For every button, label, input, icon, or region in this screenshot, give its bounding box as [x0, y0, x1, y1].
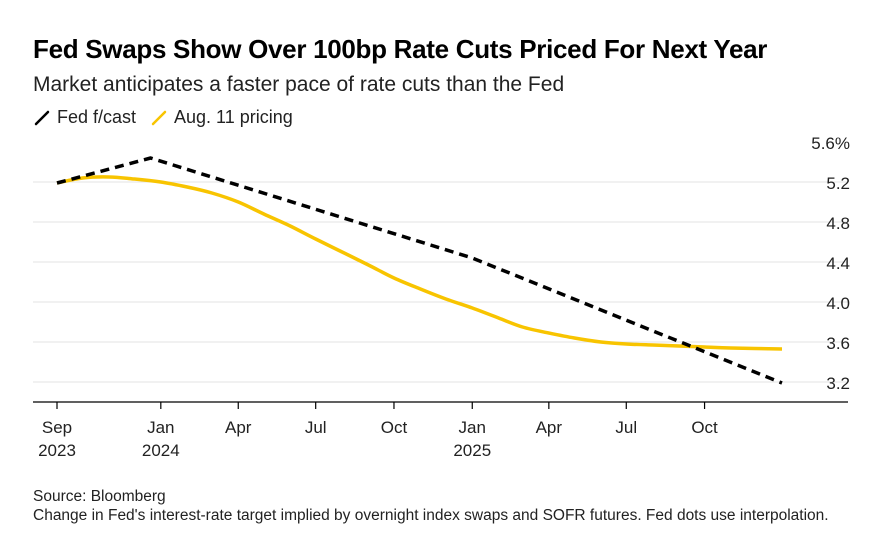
source-note: Source: Bloomberg: [33, 488, 166, 505]
y-tick-label: 5.2: [826, 174, 850, 193]
y-tick-label: 4.0: [826, 294, 850, 313]
y-tick-label: 4.4: [826, 254, 850, 273]
x-tick-label: Apr: [536, 418, 563, 437]
series-line-fed-forecast: [56, 156, 783, 385]
x-tick-label: Jan: [147, 418, 174, 437]
x-tick-label: Jul: [305, 418, 327, 437]
methodology-note: Change in Fed's interest-rate target imp…: [33, 507, 829, 524]
line-chart: 5.6% 5.2 4.8 4.4 4.0 3.6 3.2 Sep 2023 Jan 2024 Apr J…: [33, 134, 850, 460]
legend-swatch-black-slash: [34, 110, 50, 125]
x-tick-label: Jul: [615, 418, 637, 437]
y-tick-label: 4.8: [826, 214, 850, 233]
chart-subtitle: Market anticipates a faster pace of rate…: [33, 73, 565, 96]
legend-swatch-yellow-slash: [151, 110, 167, 125]
series-line-aug-pricing: [56, 175, 783, 351]
y-tick-label: 5.6%: [811, 134, 850, 153]
y-tick-label: 3.6: [826, 334, 850, 353]
legend-item-aug-pricing: Aug. 11 pricing: [150, 107, 293, 128]
x-tick-year-label: 2024: [142, 441, 180, 460]
chart-footer: Source: Bloomberg Change in Fed's intere…: [33, 487, 873, 525]
chart-title: Fed Swaps Show Over 100bp Rate Cuts Pric…: [33, 34, 768, 64]
x-tick-label: Oct: [691, 418, 718, 437]
x-tick-label: Oct: [381, 418, 408, 437]
x-tick-label: Jan: [459, 418, 486, 437]
x-tick-year-label: 2025: [453, 441, 491, 460]
legend-label: Fed f/cast: [57, 107, 137, 127]
legend: Fed f/cast Aug. 11 pricing: [33, 107, 293, 128]
y-tick-label: 3.2: [826, 374, 850, 393]
x-tick-label: Apr: [225, 418, 252, 437]
legend-item-fed-forecast: Fed f/cast: [33, 107, 136, 128]
legend-label: Aug. 11 pricing: [174, 107, 293, 127]
x-tick-year-label: 2023: [38, 441, 76, 460]
x-tick-label: Sep: [42, 418, 72, 437]
